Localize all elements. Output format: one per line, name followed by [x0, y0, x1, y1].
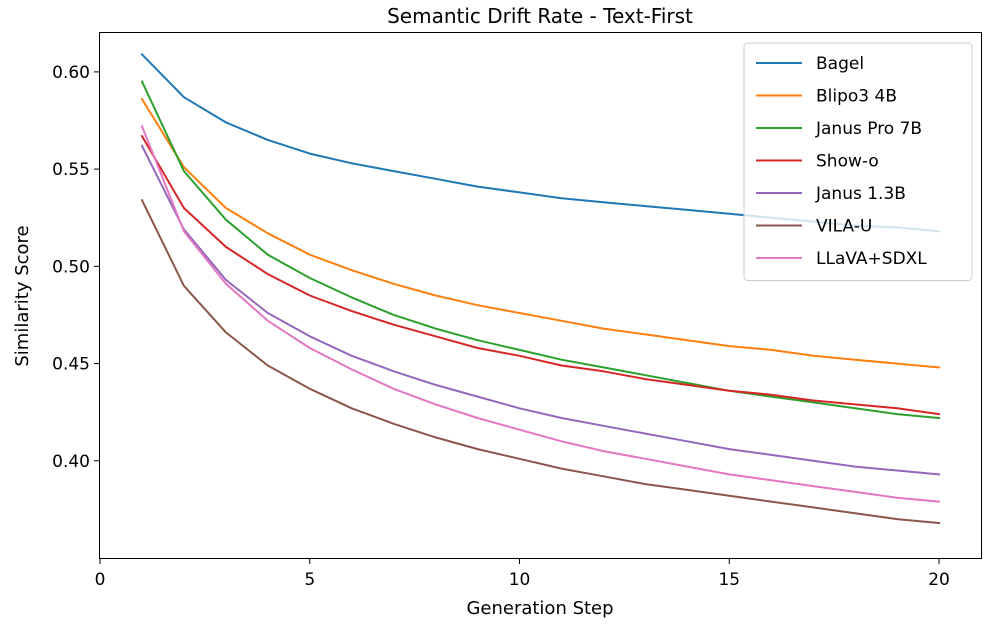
- x-axis-ticks: 0 5 10 15 20: [95, 558, 950, 590]
- series-line-3: [140, 134, 941, 416]
- legend-label: LLaVA+SDXL: [816, 249, 927, 269]
- x-tick-label: 20: [928, 570, 950, 590]
- legend-label: Janus Pro 7B: [815, 119, 922, 139]
- plot-lines: [140, 52, 941, 525]
- x-tick-label: 10: [509, 570, 531, 590]
- y-axis-ticks: 0.40 0.45 0.50 0.55 0.60: [52, 63, 100, 472]
- y-tick-label: 0.55: [52, 160, 90, 180]
- y-tick-label: 0.40: [52, 452, 90, 472]
- x-tick-label: 0: [95, 570, 106, 590]
- chart-title: Semantic Drift Rate - Text-First: [387, 4, 693, 28]
- legend-label: VILA-U: [816, 217, 872, 237]
- legend-box: [743, 42, 973, 281]
- y-tick-label: 0.50: [52, 257, 90, 277]
- plot-frame: [99, 32, 982, 559]
- y-tick-label: 0.60: [52, 63, 90, 83]
- x-tick-label: 15: [718, 570, 740, 590]
- legend: Bagel Blipo3 4B Janus Pro 7B Show-o Janus 1.…: [743, 42, 973, 281]
- series-line-4: [140, 144, 941, 476]
- legend-label: Blipo3 4B: [816, 87, 897, 107]
- legend-label: Bagel: [816, 54, 864, 74]
- legend-label: Show-o: [816, 152, 879, 172]
- series-line-6: [140, 125, 941, 503]
- y-axis-label: Similarity Score: [12, 225, 33, 366]
- legend-label: Janus 1.3B: [815, 184, 906, 204]
- series-line-2: [140, 80, 941, 420]
- x-tick-label: 5: [304, 570, 315, 590]
- series-line-5: [140, 198, 941, 525]
- x-axis-label: Generation Step: [466, 598, 613, 619]
- y-tick-label: 0.45: [52, 355, 90, 375]
- series-line-1: [140, 97, 941, 369]
